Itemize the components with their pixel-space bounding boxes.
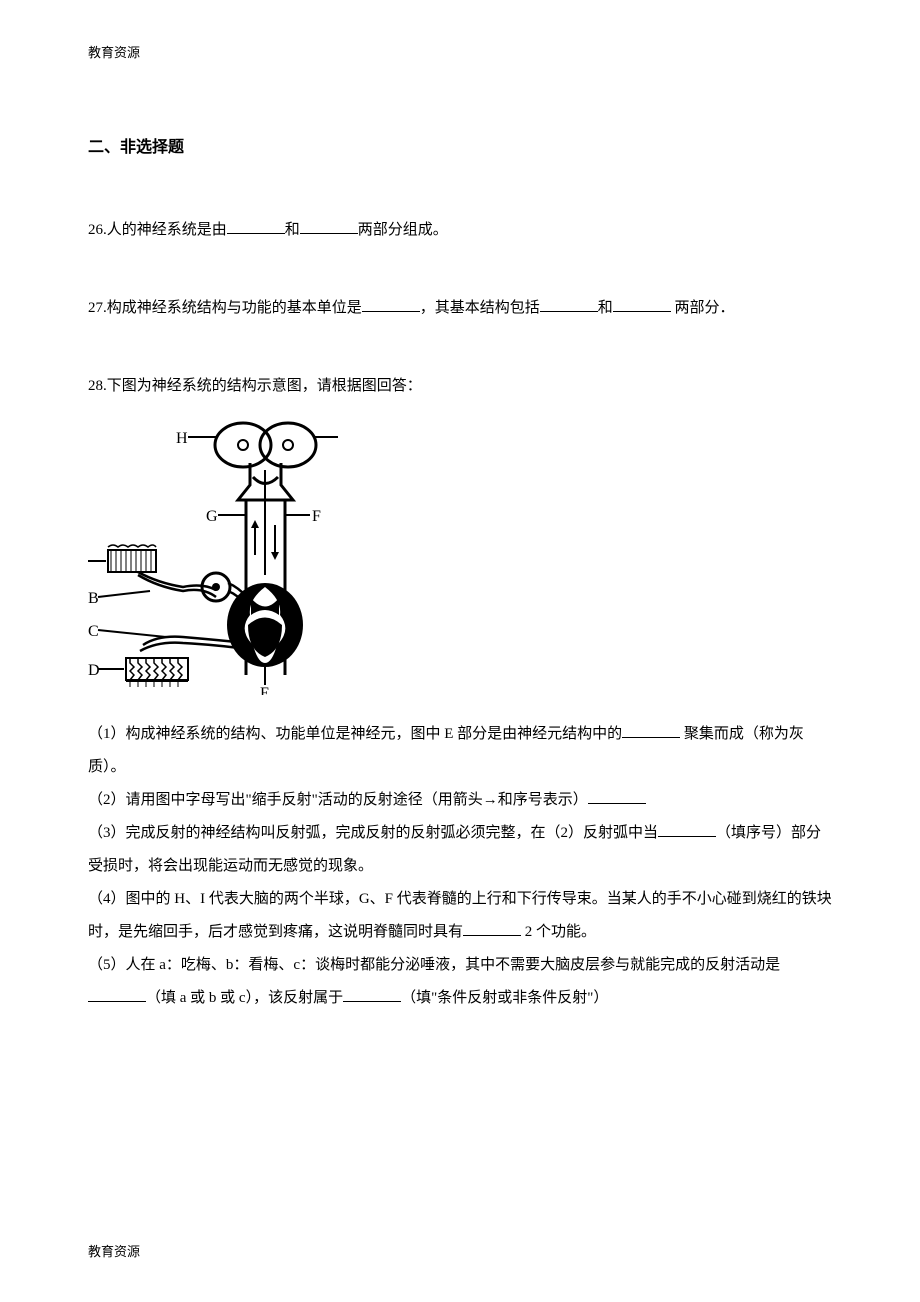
q27-blank-3	[613, 297, 671, 312]
q26-blank-1	[227, 219, 285, 234]
q28-sub5-b: （填 a 或 b 或 c），该反射属于	[146, 990, 343, 1006]
page-footer: 教育资源	[88, 1241, 140, 1260]
q27-blank-2	[540, 297, 598, 312]
q28-sub4: （4）图中的 H、I 代表大脑的两个半球，G、F 代表脊髓的上行和下行传导束。当…	[88, 883, 832, 949]
diagram-label-c: C	[88, 623, 99, 640]
q28-sub1-a: （1）构成神经系统的结构、功能单位是神经元，图中 E 部分是由神经元结构中的	[88, 726, 622, 742]
diagram-label-g: G	[206, 508, 218, 525]
q28-sub2-a: （2）请用图中字母写出"缩手反射"活动的反射途径（用箭头→和序号表示）	[88, 792, 588, 808]
page-header: 教育资源	[88, 42, 832, 61]
diagram-label-d: D	[88, 662, 100, 679]
q27-blank-1	[362, 297, 420, 312]
q26-blank-2	[300, 219, 358, 234]
q28-sub4-b: 2 个功能。	[521, 924, 596, 940]
q28-sub5-blank2	[343, 987, 401, 1002]
q28-sub2: （2）请用图中字母写出"缩手反射"活动的反射途径（用箭头→和序号表示）	[88, 784, 832, 817]
nervous-system-diagram: H I G F	[88, 415, 832, 700]
q27-text-d: 两部分．	[671, 300, 735, 316]
q28-sub5-blank1	[88, 987, 146, 1002]
q28-sub5: （5）人在 a：吃梅、b：看梅、c：谈梅时都能分泌唾液，其中不需要大脑皮层参与就…	[88, 949, 832, 1015]
q28-sub3-a: （3）完成反射的神经结构叫反射弧，完成反射的反射弧必须完整，在（2）反射弧中当	[88, 825, 658, 841]
diagram-label-f: F	[312, 508, 321, 525]
question-27: 27.构成神经系统结构与功能的基本单位是 ，其基本结构包括 和 两部分．	[88, 293, 832, 323]
diagram-label-e: E	[260, 685, 270, 695]
q28-sub3: （3）完成反射的神经结构叫反射弧，完成反射的反射弧必须完整，在（2）反射弧中当（…	[88, 817, 832, 883]
q28-sub5-c: （填"条件反射或非条件反射"）	[401, 990, 608, 1006]
q27-text-b: ，其基本结构包括	[420, 300, 540, 316]
q27-text-a: 27.构成神经系统结构与功能的基本单位是	[88, 300, 362, 316]
q26-text-c: 两部分组成。	[358, 222, 448, 238]
question-28-subs: （1）构成神经系统的结构、功能单位是神经元，图中 E 部分是由神经元结构中的 聚…	[88, 718, 832, 1015]
q28-sub4-blank	[463, 921, 521, 936]
q26-text-a: 26.人的神经系统是由	[88, 222, 227, 238]
q26-text-b: 和	[285, 222, 300, 238]
q27-text-c: 和	[598, 300, 613, 316]
q28-sub4-a: （4）图中的 H、I 代表大脑的两个半球，G、F 代表脊髓的上行和下行传导束。当…	[88, 891, 832, 940]
q28-sub3-blank	[658, 822, 716, 837]
question-28-intro: 28.下图为神经系统的结构示意图，请根据图回答：	[88, 371, 832, 401]
q28-sub5-a: （5）人在 a：吃梅、b：看梅、c：谈梅时都能分泌唾液，其中不需要大脑皮层参与就…	[88, 957, 780, 973]
diagram-label-h: H	[176, 430, 188, 447]
section-title: 二、非选择题	[88, 133, 832, 157]
q28-sub2-blank	[588, 789, 646, 804]
q28-sub1-blank	[622, 723, 680, 738]
q28-sub1: （1）构成神经系统的结构、功能单位是神经元，图中 E 部分是由神经元结构中的 聚…	[88, 718, 832, 784]
question-26: 26.人的神经系统是由 和 两部分组成。	[88, 215, 832, 245]
diagram-label-b: B	[88, 590, 99, 607]
